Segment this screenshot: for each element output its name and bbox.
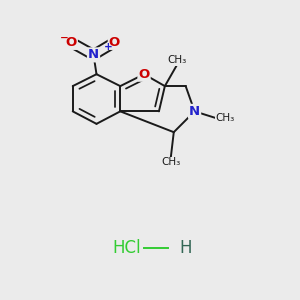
Text: HCl: HCl — [112, 239, 141, 257]
Text: O: O — [66, 36, 77, 49]
Text: O: O — [138, 68, 150, 81]
Text: +: + — [103, 43, 112, 52]
Text: CH₃: CH₃ — [215, 113, 235, 123]
Text: N: N — [189, 105, 200, 118]
Text: CH₃: CH₃ — [161, 158, 180, 167]
Text: −: − — [59, 33, 68, 43]
Text: O: O — [109, 36, 120, 49]
Text: CH₃: CH₃ — [167, 55, 186, 65]
Text: H: H — [180, 239, 192, 257]
Text: N: N — [88, 48, 99, 62]
